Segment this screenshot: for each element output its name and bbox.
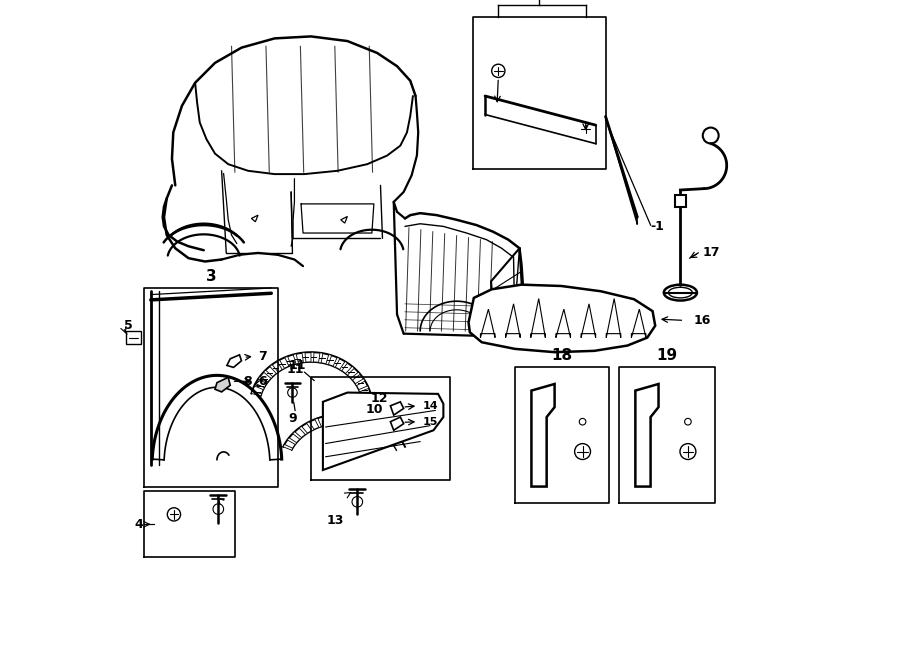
Polygon shape <box>324 416 329 425</box>
Polygon shape <box>270 365 278 373</box>
Polygon shape <box>351 372 360 380</box>
Polygon shape <box>251 391 262 396</box>
Text: 17: 17 <box>703 246 720 260</box>
Circle shape <box>685 418 691 425</box>
Polygon shape <box>346 366 355 375</box>
Circle shape <box>347 408 356 417</box>
Text: -1: -1 <box>651 220 664 233</box>
Text: 11: 11 <box>288 359 306 372</box>
Polygon shape <box>315 418 321 428</box>
Polygon shape <box>675 195 686 207</box>
Polygon shape <box>469 285 655 352</box>
Polygon shape <box>531 299 545 338</box>
Polygon shape <box>343 414 346 423</box>
Polygon shape <box>287 438 297 445</box>
Polygon shape <box>319 353 323 363</box>
Polygon shape <box>506 304 520 338</box>
Polygon shape <box>351 414 356 424</box>
Circle shape <box>213 504 223 514</box>
Polygon shape <box>556 309 571 338</box>
Polygon shape <box>386 432 395 440</box>
Polygon shape <box>126 331 140 344</box>
Text: 3: 3 <box>206 269 217 283</box>
Polygon shape <box>302 352 306 363</box>
Polygon shape <box>531 384 554 487</box>
Polygon shape <box>339 361 347 371</box>
Text: 15: 15 <box>422 416 437 427</box>
Polygon shape <box>293 354 299 364</box>
Text: 9: 9 <box>288 412 297 425</box>
Polygon shape <box>391 402 404 415</box>
Polygon shape <box>264 370 273 379</box>
Polygon shape <box>333 357 340 367</box>
Text: 11: 11 <box>287 363 304 376</box>
Polygon shape <box>392 438 400 445</box>
Ellipse shape <box>669 287 692 298</box>
Text: 8: 8 <box>243 375 251 388</box>
Circle shape <box>288 388 297 397</box>
Polygon shape <box>307 422 314 431</box>
Circle shape <box>579 122 592 136</box>
Polygon shape <box>258 377 268 384</box>
Text: 16: 16 <box>694 314 711 327</box>
Polygon shape <box>215 377 230 392</box>
Circle shape <box>574 444 590 459</box>
Polygon shape <box>391 417 404 430</box>
Polygon shape <box>366 418 373 428</box>
Polygon shape <box>299 426 308 435</box>
Ellipse shape <box>664 285 697 301</box>
Circle shape <box>352 496 363 507</box>
Circle shape <box>167 508 181 521</box>
Polygon shape <box>485 96 596 144</box>
Text: 14: 14 <box>422 401 437 411</box>
Circle shape <box>580 418 586 425</box>
Text: 18: 18 <box>552 348 572 363</box>
Polygon shape <box>254 383 265 390</box>
Text: 5: 5 <box>124 319 133 332</box>
Circle shape <box>680 444 696 459</box>
Text: 4: 4 <box>134 518 143 531</box>
Text: 7: 7 <box>258 350 266 363</box>
Polygon shape <box>292 432 302 440</box>
Polygon shape <box>356 379 365 386</box>
Polygon shape <box>581 304 596 338</box>
Polygon shape <box>374 422 382 431</box>
Polygon shape <box>381 426 389 435</box>
Text: 12: 12 <box>371 392 388 405</box>
Polygon shape <box>481 309 495 338</box>
Text: 19: 19 <box>656 348 678 363</box>
Polygon shape <box>284 356 292 366</box>
Polygon shape <box>333 414 338 424</box>
Text: 13: 13 <box>327 514 344 528</box>
Polygon shape <box>635 384 659 487</box>
Polygon shape <box>326 355 331 365</box>
Circle shape <box>491 64 505 77</box>
Polygon shape <box>351 395 361 406</box>
Polygon shape <box>358 386 369 392</box>
Text: 6: 6 <box>258 375 266 388</box>
Polygon shape <box>323 393 444 470</box>
Polygon shape <box>284 444 292 450</box>
Circle shape <box>703 128 718 144</box>
Text: 10: 10 <box>365 402 382 416</box>
Polygon shape <box>607 299 621 338</box>
Polygon shape <box>227 355 241 367</box>
Polygon shape <box>632 309 646 338</box>
Polygon shape <box>359 416 364 425</box>
Polygon shape <box>277 360 284 369</box>
Polygon shape <box>311 352 314 362</box>
